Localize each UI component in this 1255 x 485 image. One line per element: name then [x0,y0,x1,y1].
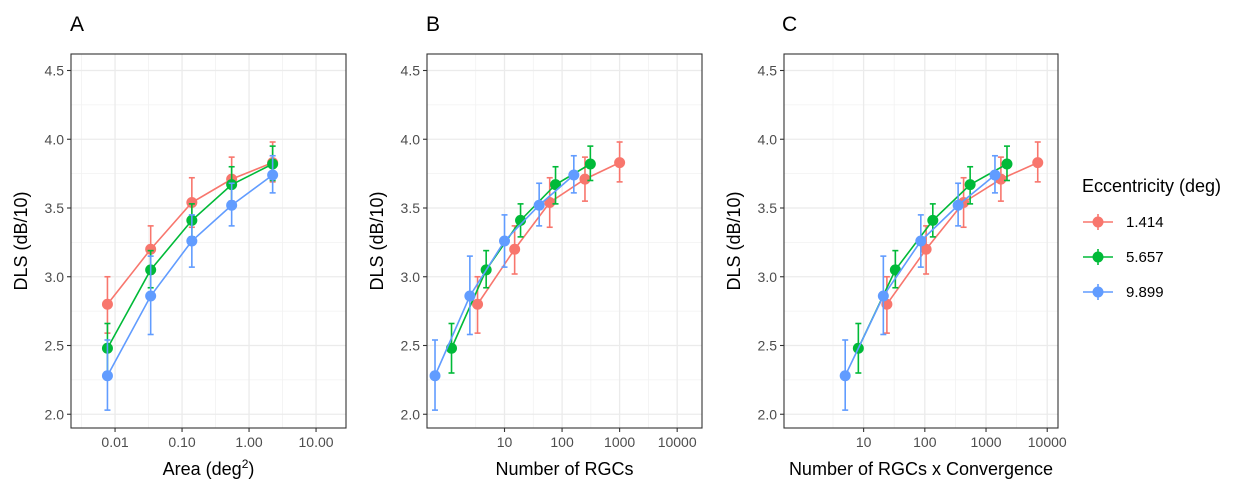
y-tick-label: 3.0 [401,269,421,285]
data-point [889,264,901,276]
legend-label: 5.657 [1126,249,1164,266]
data-point [533,199,545,211]
legend-item-5.657: 5.657 [1083,249,1164,266]
legend-item-1.414: 1.414 [1083,214,1164,231]
x-tick-label: 10.00 [299,434,334,450]
x-axis-title: Number of RGCs x Convergence [789,459,1053,479]
data-point [927,214,939,226]
y-tick-label: 2.0 [758,406,778,422]
panel-A: 0.01 0.10 1.00 10.00 2.0 2.5 3.0 3.5 4.0 4.5 Area … [11,13,347,479]
plot-background [427,54,702,428]
data-point [515,214,527,226]
y-tick-label: 2.5 [45,338,65,354]
data-point [920,243,932,255]
x-tick-label: 10000 [1028,434,1067,450]
legend-key-point [1092,286,1104,298]
panel-label: C [782,13,797,36]
data-point [952,199,964,211]
data-point [964,179,976,191]
data-point [101,370,113,382]
x-tick-label: 100 [913,434,937,450]
data-point [1032,157,1044,169]
data-point [839,370,851,382]
y-tick-label: 2.5 [401,338,421,354]
data-point [579,173,591,185]
x-axis-title: Number of RGCs [495,459,633,479]
y-tick-label: 2.5 [758,338,778,354]
legend-label: 1.414 [1126,214,1164,231]
panel-C: 10 100 1000 10000 2.0 2.5 3.0 3.5 4.0 4.5 Number o… [724,13,1067,479]
legend-title: Eccentricity (deg) [1082,176,1221,196]
y-axis-title: DLS (dB/10) [724,191,744,290]
data-point [186,235,198,247]
x-tick-label: 0.01 [101,434,128,450]
data-point [584,158,596,170]
data-point [145,290,157,302]
y-tick-label: 3.5 [45,200,65,216]
plot-background [71,54,346,428]
data-point [429,370,441,382]
plot-border [783,53,1059,429]
series-9.899 [839,154,1001,411]
x-tick-label: 1.00 [235,434,262,450]
y-tick-label: 3.0 [45,269,65,285]
data-point [145,243,157,255]
x-tick-label: 10 [856,434,872,450]
legend-key-point [1092,216,1104,228]
y-axis-title: DLS (dB/10) [367,191,387,290]
y-tick-label: 4.5 [45,63,65,79]
x-tick-label: 1000 [604,434,635,450]
y-tick-label: 2.0 [45,406,65,422]
legend-label: 9.899 [1126,284,1164,301]
y-tick-label: 4.5 [758,63,778,79]
plot-border [426,53,703,429]
data-point [267,169,279,181]
data-point [544,197,556,208]
data-point [509,243,521,255]
data-point [464,290,476,302]
panel-B: 10 100 1000 10000 2.0 2.5 3.0 3.5 4.0 4.5 Number o… [367,13,703,479]
plot-border [70,53,347,429]
data-point [472,298,484,310]
legend-key-point [1092,251,1104,263]
data-point [989,169,1001,181]
x-tick-label: 100 [550,434,574,450]
data-point [101,298,113,310]
data-point [499,235,511,247]
data-point [915,235,927,247]
y-axis-title: DLS (dB/10) [11,191,31,290]
x-tick-label: 0.10 [168,434,195,450]
x-tick-label: 10000 [658,434,697,450]
data-point [550,179,562,191]
legend-item-9.899: 9.899 [1083,284,1164,301]
x-tick-label: 10 [497,434,513,450]
series-9.899 [101,154,279,411]
y-tick-label: 3.0 [758,269,778,285]
y-tick-label: 4.5 [401,63,421,79]
data-point [568,169,580,181]
panel-label: B [426,13,440,36]
y-tick-label: 3.5 [758,200,778,216]
series-9.899 [429,154,580,411]
data-point [1001,158,1013,170]
data-point [226,199,238,211]
y-tick-label: 2.0 [401,406,421,422]
legend: Eccentricity (deg) 1.414 5.657 9.899 [1082,176,1221,301]
y-tick-label: 4.0 [45,131,65,147]
y-tick-label: 4.0 [401,131,421,147]
y-tick-label: 4.0 [758,131,778,147]
data-point [877,290,889,302]
panel-label: A [70,13,84,36]
y-tick-label: 3.5 [401,200,421,216]
data-point [186,197,198,208]
x-tick-label: 1000 [970,434,1001,450]
x-axis-title: Area (deg2) [163,457,255,479]
data-point [614,157,626,169]
